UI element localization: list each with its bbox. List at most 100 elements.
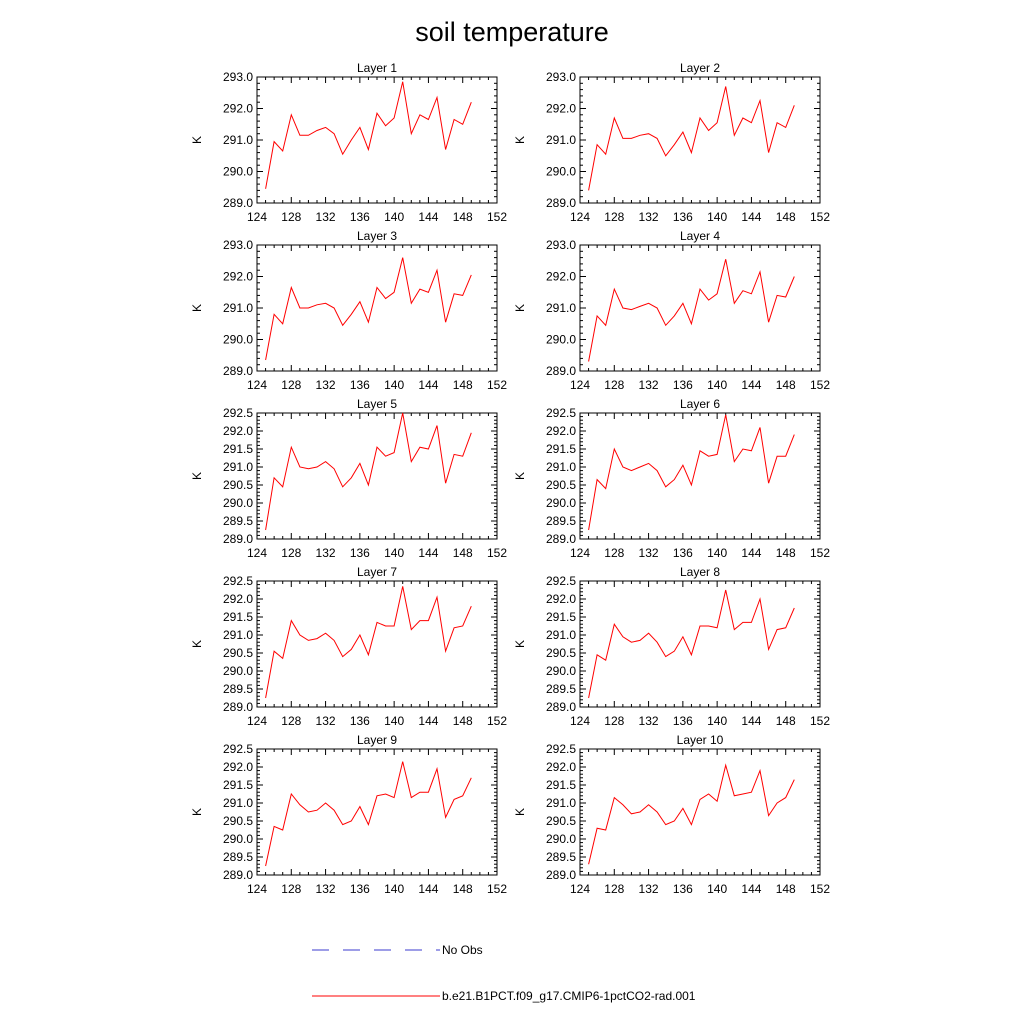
panel-layer-1: Layer 1 K 124 128 132 136 140 144 148 152 289.0 290… [190, 61, 507, 224]
panel-layer-6: Layer 6 K 124 128 132 136 140 144 148 152 289.0 289… [513, 397, 830, 560]
panel-layer-2: Layer 2 K 124 128 132 136 140 144 148 152 289.0 290… [513, 61, 830, 224]
x-tick-label: 136 [350, 378, 370, 392]
x-tick-label: 128 [281, 378, 301, 392]
x-tick-label: 152 [487, 882, 507, 896]
y-tick-label: 291.0 [546, 628, 576, 642]
y-axis-label: K [513, 640, 527, 648]
x-tick-label: 136 [673, 882, 693, 896]
x-tick-label: 124 [570, 210, 590, 224]
y-tick-label: 289.5 [223, 850, 253, 864]
plot-frame [256, 244, 498, 372]
x-tick-label: 124 [247, 210, 267, 224]
x-tick-label: 152 [487, 546, 507, 560]
panel-title: Layer 3 [357, 229, 397, 243]
x-tick-label: 140 [384, 378, 404, 392]
y-tick-label: 292.0 [223, 102, 253, 116]
x-tick-label: 148 [453, 378, 473, 392]
panel-title: Layer 6 [680, 397, 720, 411]
y-axis-label: K [190, 136, 204, 144]
x-tick-label: 152 [810, 210, 830, 224]
panel-layer-3: Layer 3 K 124 128 132 136 140 144 148 152 289.0 290… [190, 229, 507, 392]
y-tick-label: 292.5 [223, 406, 253, 420]
series-line [588, 589, 795, 699]
plot-frame [256, 412, 498, 540]
y-tick-label: 292.0 [546, 592, 576, 606]
x-tick-label: 132 [316, 378, 336, 392]
x-tick-label: 124 [247, 378, 267, 392]
x-tick-label: 144 [741, 546, 761, 560]
y-tick-label: 291.5 [546, 610, 576, 624]
x-tick-label: 124 [570, 546, 590, 560]
panel-layer-5: Layer 5 K 124 128 132 136 140 144 148 152 289.0 289… [190, 397, 507, 560]
y-tick-label: 289.5 [223, 682, 253, 696]
x-tick-label: 140 [707, 714, 727, 728]
y-axis-label: K [190, 304, 204, 312]
x-tick-label: 132 [316, 882, 336, 896]
legend: No Obs b.e21.B1PCT.f09_g17.CMIP6-1pctCO2… [312, 943, 696, 1003]
x-tick-label: 136 [350, 546, 370, 560]
y-tick-label: 291.5 [546, 778, 576, 792]
x-tick-label: 152 [487, 714, 507, 728]
y-axis-label: K [190, 472, 204, 480]
y-tick-label: 292.0 [223, 760, 253, 774]
plot-frame [579, 412, 821, 540]
x-tick-label: 124 [247, 546, 267, 560]
x-tick-label: 152 [487, 378, 507, 392]
series-line [265, 412, 472, 531]
series-line [588, 86, 795, 191]
y-tick-label: 293.0 [223, 238, 253, 252]
x-tick-label: 132 [316, 210, 336, 224]
y-axis-label: K [513, 808, 527, 816]
x-tick-label: 148 [453, 210, 473, 224]
legend-label-model-run: b.e21.B1PCT.f09_g17.CMIP6-1pctCO2-rad.00… [442, 989, 696, 1003]
x-tick-label: 136 [350, 882, 370, 896]
x-tick-label: 148 [776, 210, 796, 224]
panel-title: Layer 2 [680, 61, 720, 75]
panel-title: Layer 10 [677, 733, 724, 747]
y-tick-label: 293.0 [546, 238, 576, 252]
y-axis-label: K [513, 304, 527, 312]
x-tick-label: 140 [384, 882, 404, 896]
x-tick-label: 152 [810, 882, 830, 896]
x-tick-label: 132 [316, 714, 336, 728]
x-tick-label: 132 [316, 546, 336, 560]
y-tick-label: 292.5 [546, 742, 576, 756]
y-axis-label: K [190, 808, 204, 816]
y-tick-label: 291.0 [546, 460, 576, 474]
x-tick-label: 148 [453, 882, 473, 896]
y-tick-label: 290.0 [546, 832, 576, 846]
y-tick-label: 290.5 [546, 814, 576, 828]
y-tick-label: 290.5 [223, 478, 253, 492]
y-tick-label: 293.0 [546, 70, 576, 84]
x-tick-label: 144 [741, 378, 761, 392]
x-tick-label: 140 [707, 546, 727, 560]
series-line [265, 257, 472, 361]
y-tick-label: 291.0 [223, 301, 253, 315]
panel-layer-9: Layer 9 K 124 128 132 136 140 144 148 152 289.0 289… [190, 733, 507, 896]
x-tick-label: 128 [604, 210, 624, 224]
plot-frame [256, 748, 498, 876]
x-tick-label: 144 [741, 714, 761, 728]
x-tick-label: 128 [604, 546, 624, 560]
panel-title: Layer 1 [357, 61, 397, 75]
y-axis-label: K [513, 136, 527, 144]
panel-layer-10: Layer 10 K 124 128 132 136 140 144 148 152 289.0 28… [513, 733, 830, 896]
y-tick-label: 290.0 [546, 664, 576, 678]
panel-title: Layer 8 [680, 565, 720, 579]
y-tick-label: 292.0 [546, 760, 576, 774]
x-tick-label: 132 [639, 378, 659, 392]
x-tick-label: 140 [707, 882, 727, 896]
series-line [265, 761, 472, 867]
series-line [265, 586, 472, 699]
y-tick-label: 291.5 [223, 778, 253, 792]
panels-group: Layer 1 K 124 128 132 136 140 144 148 152 289.0 290… [190, 61, 830, 896]
x-tick-label: 152 [810, 378, 830, 392]
y-tick-label: 292.0 [223, 270, 253, 284]
x-tick-label: 132 [639, 546, 659, 560]
y-tick-label: 292.0 [223, 592, 253, 606]
x-tick-label: 128 [281, 210, 301, 224]
y-tick-label: 292.5 [546, 574, 576, 588]
x-tick-label: 144 [418, 714, 438, 728]
panel-title: Layer 5 [357, 397, 397, 411]
panel-layer-7: Layer 7 K 124 128 132 136 140 144 148 152 289.0 289… [190, 565, 507, 728]
